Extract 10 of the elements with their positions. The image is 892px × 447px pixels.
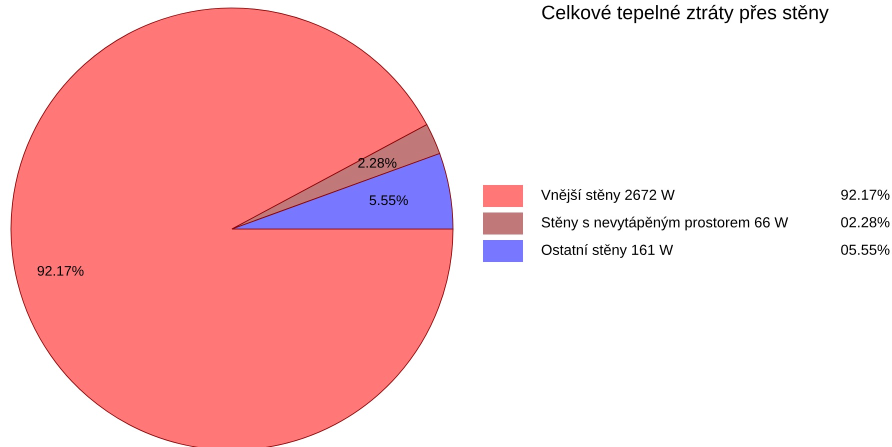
data-label: 5.55%: [370, 195, 408, 206]
text: 92.17%: [841, 190, 890, 200]
chart-title: Celkové tepelné ztráty přes stěny: [542, 4, 829, 24]
data-label: 2.28%: [358, 158, 396, 168]
data-label: 92.17%: [38, 266, 84, 276]
text: 02.28%: [841, 217, 890, 228]
legend-label: Vnější stěny 2672 W: [541, 189, 675, 203]
legend-label: Stěny s nevytápěným prostorem 66 W: [542, 216, 788, 230]
text: 05.55%: [841, 244, 890, 255]
legend-label: Ostatní stěny 161 W: [542, 244, 674, 258]
